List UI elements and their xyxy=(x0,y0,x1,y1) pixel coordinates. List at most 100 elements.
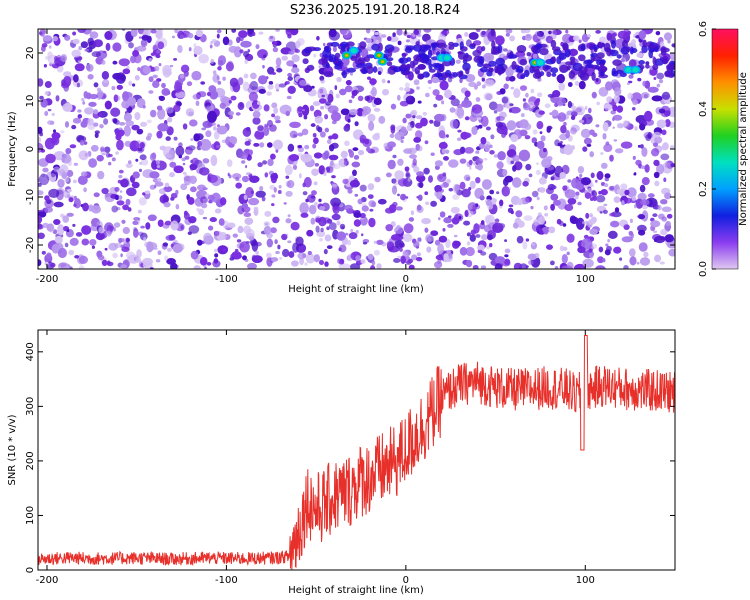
spectrogram-blob xyxy=(476,81,482,87)
spectrogram-blob xyxy=(89,93,98,100)
spectrogram-blob xyxy=(94,132,99,139)
spectrogram-blob xyxy=(622,120,629,127)
spectrogram-blob xyxy=(365,65,374,75)
spectrogram-blob xyxy=(561,253,568,264)
spectrogram-blob xyxy=(222,76,226,81)
spectrogram-blob xyxy=(591,64,598,70)
spectrogram-blob xyxy=(516,235,524,244)
spectrogram-blob xyxy=(589,129,595,136)
spectrogram-blob xyxy=(641,177,650,186)
spectrogram-blob xyxy=(259,186,264,191)
spectrogram-blob xyxy=(523,215,533,221)
spectrogram-blob xyxy=(271,203,275,207)
spectrogram-blob xyxy=(666,213,673,219)
spectrogram-blob xyxy=(126,187,137,197)
spectrogram-blob xyxy=(201,202,208,209)
spectrogram-blob xyxy=(639,123,646,131)
spectrogram-blob xyxy=(100,151,107,155)
spectrogram-blob xyxy=(53,166,60,173)
spectrogram-blob xyxy=(355,229,359,234)
spectrogram-blob xyxy=(361,110,368,116)
spectrogram-blob xyxy=(156,165,160,168)
spectrogram-blob xyxy=(137,209,142,214)
spectrogram-blob xyxy=(554,266,559,269)
spectrogram-blob xyxy=(305,198,309,203)
spectrogram-blob xyxy=(536,140,545,149)
spectrogram-blob xyxy=(459,78,463,84)
spectrogram-blob xyxy=(190,250,199,260)
spectrogram-blob xyxy=(556,218,562,225)
spectrogram-blob xyxy=(287,85,296,94)
colorbar-ticks: 0.0 0.2 0.4 0.6 xyxy=(698,21,716,277)
spectrogram-blob xyxy=(122,68,131,75)
spectrogram-blob xyxy=(367,194,374,200)
spectrogram-blob xyxy=(61,171,68,179)
spectrogram-blob xyxy=(313,152,323,159)
spectrogram-blob xyxy=(193,43,197,48)
spectrogram-blob xyxy=(433,72,443,78)
spectrogram-blob xyxy=(348,99,353,104)
spectrogram-blob xyxy=(54,235,63,244)
spectrogram-blob xyxy=(613,196,621,204)
spectrogram-blob xyxy=(201,127,207,131)
spectrogram-blob xyxy=(290,29,299,36)
snr-y-axis-label: SNR (10 * v/v) xyxy=(7,414,18,485)
spectrogram-blob xyxy=(469,166,472,170)
spectrogram-blob xyxy=(640,165,646,169)
spectrogram-blob xyxy=(603,143,613,153)
spectrogram-blob xyxy=(122,226,130,235)
spectrogram-blob xyxy=(39,95,44,100)
spectrogram-blob xyxy=(247,29,254,35)
spectrogram-blob xyxy=(295,40,301,48)
spectrogram-blob xyxy=(82,101,86,105)
spectrogram-blob xyxy=(252,117,261,125)
spectrogram-blob xyxy=(384,44,395,52)
spectrogram-blob xyxy=(38,78,44,87)
spectrogram-blob xyxy=(118,58,130,67)
spectrogram-blob xyxy=(603,203,608,207)
spectrogram-blob xyxy=(642,39,647,48)
spectrogram-blob xyxy=(371,201,377,208)
spectrogram-blob xyxy=(324,234,332,242)
spectrogram-blob xyxy=(400,63,406,70)
spectrogram-blob xyxy=(465,246,475,257)
spectrogram-blob xyxy=(38,136,42,144)
spectrogram-blob xyxy=(663,177,667,183)
spectrogram-blob xyxy=(472,265,479,269)
spectrogram-blob xyxy=(373,249,380,256)
spectrogram-blob xyxy=(466,232,471,237)
spectrogram-blob xyxy=(512,165,517,172)
spectrogram-blob xyxy=(319,165,325,171)
spectrogram-blob xyxy=(445,134,449,138)
spectrogram-blob xyxy=(152,80,160,88)
spectrogram-blob xyxy=(220,95,228,104)
y-tick-label: 300 xyxy=(25,397,36,416)
spectrogram-blob xyxy=(275,119,281,124)
spectrogram-blob xyxy=(497,151,506,161)
spectrogram-blob xyxy=(206,262,212,266)
spectrogram-blob xyxy=(525,92,529,98)
spectrogram-blob xyxy=(574,80,580,86)
spectrogram-blob xyxy=(158,95,165,102)
spectrogram-blob xyxy=(331,183,338,188)
spectrogram-blob xyxy=(513,222,519,229)
spectrogram-blob xyxy=(470,229,477,235)
spectrogram-blob xyxy=(113,222,121,228)
spectrogram-blob xyxy=(90,223,99,232)
spectrogram-blob xyxy=(255,250,259,255)
spectrogram-blob xyxy=(653,159,660,167)
spectrogram-blob xyxy=(642,80,647,87)
spectrogram-blob xyxy=(161,88,170,96)
spectrogram-blob xyxy=(628,230,633,236)
spectrogram-blob xyxy=(214,253,219,258)
spectrogram-blob xyxy=(72,31,76,36)
spectrogram-blob xyxy=(53,35,58,42)
spectrogram-blob xyxy=(255,190,266,198)
spectrogram-blob xyxy=(438,142,448,150)
spectrogram-blob xyxy=(348,232,358,240)
spectrogram-blob xyxy=(353,155,360,160)
spectrogram-blob xyxy=(504,239,507,242)
spectrogram-blob xyxy=(406,63,411,70)
spectrogram-x-axis-label: Height of straight line (km) xyxy=(288,284,424,295)
spectrogram-blob xyxy=(59,56,66,62)
